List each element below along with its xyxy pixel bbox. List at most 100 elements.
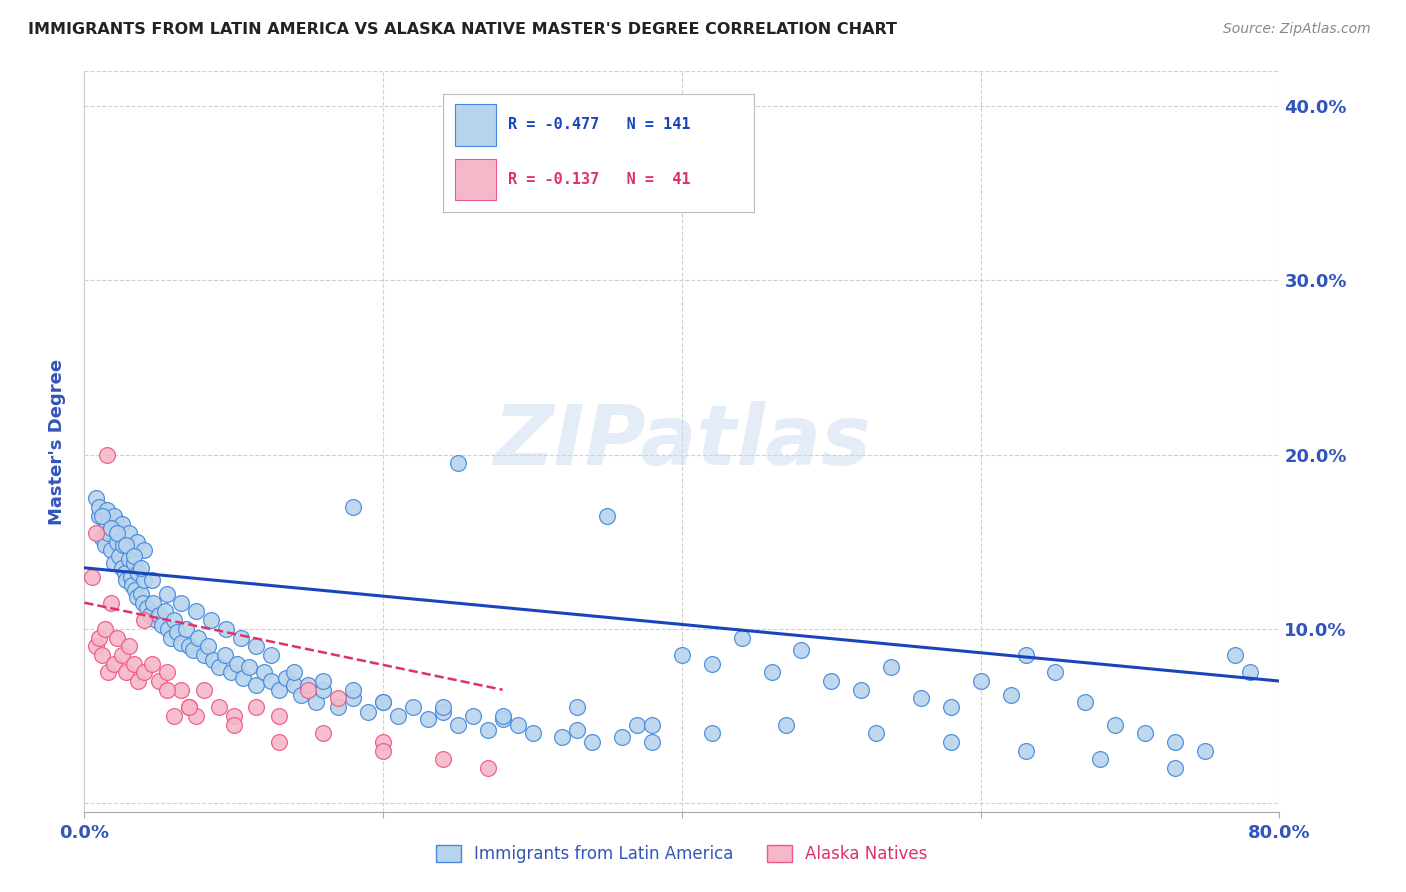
- Text: IMMIGRANTS FROM LATIN AMERICA VS ALASKA NATIVE MASTER'S DEGREE CORRELATION CHART: IMMIGRANTS FROM LATIN AMERICA VS ALASKA …: [28, 22, 897, 37]
- Point: [222, 709, 245, 723]
- Point: [567, 723, 589, 737]
- Point: [141, 657, 163, 671]
- Point: [1164, 761, 1187, 775]
- Point: [129, 561, 152, 575]
- Point: [775, 717, 797, 731]
- Point: [1194, 744, 1216, 758]
- Point: [225, 657, 247, 671]
- Point: [267, 735, 290, 749]
- Point: [1133, 726, 1156, 740]
- Point: [731, 631, 754, 645]
- Point: [596, 508, 619, 523]
- Point: [107, 549, 129, 563]
- Point: [219, 665, 242, 680]
- Point: [201, 653, 224, 667]
- Point: [86, 526, 108, 541]
- Point: [312, 682, 335, 697]
- Point: [86, 491, 108, 505]
- Point: [100, 596, 122, 610]
- Point: [939, 735, 962, 749]
- Point: [105, 631, 128, 645]
- Point: [506, 717, 529, 731]
- Point: [1239, 665, 1261, 680]
- Point: [1090, 752, 1112, 766]
- Point: [492, 709, 515, 723]
- Point: [373, 695, 395, 709]
- Legend: Immigrants from Latin America, Alaska Natives: Immigrants from Latin America, Alaska Na…: [429, 838, 935, 870]
- Point: [80, 569, 103, 583]
- Point: [910, 691, 932, 706]
- Point: [97, 526, 120, 541]
- Point: [166, 625, 188, 640]
- Point: [342, 691, 364, 706]
- Point: [581, 735, 603, 749]
- Point: [163, 709, 186, 723]
- Point: [115, 573, 138, 587]
- Point: [193, 648, 215, 662]
- Point: [125, 534, 148, 549]
- Point: [238, 660, 260, 674]
- Point: [232, 671, 254, 685]
- Point: [103, 657, 125, 671]
- Point: [139, 607, 162, 622]
- Point: [145, 613, 167, 627]
- Point: [122, 549, 145, 563]
- Point: [671, 648, 693, 662]
- Point: [91, 508, 114, 523]
- Point: [177, 639, 200, 653]
- Point: [115, 538, 138, 552]
- Point: [105, 526, 128, 541]
- Point: [91, 648, 114, 662]
- Point: [118, 526, 141, 541]
- Point: [170, 596, 193, 610]
- Point: [170, 636, 193, 650]
- Point: [96, 448, 118, 462]
- Point: [373, 744, 395, 758]
- Point: [312, 674, 335, 689]
- Point: [100, 543, 122, 558]
- Point: [245, 677, 267, 691]
- Point: [432, 700, 454, 714]
- Point: [100, 521, 122, 535]
- Point: [880, 660, 903, 674]
- Point: [432, 706, 454, 720]
- Point: [104, 514, 127, 528]
- Point: [283, 677, 305, 691]
- Point: [1014, 744, 1036, 758]
- Point: [214, 648, 236, 662]
- Point: [91, 531, 114, 545]
- Point: [111, 561, 134, 575]
- Point: [1045, 665, 1067, 680]
- Point: [297, 677, 319, 691]
- Point: [260, 648, 283, 662]
- Point: [153, 604, 176, 618]
- Point: [103, 556, 125, 570]
- Point: [612, 730, 634, 744]
- Point: [96, 517, 118, 532]
- Point: [170, 682, 193, 697]
- Point: [267, 709, 290, 723]
- Point: [115, 665, 138, 680]
- Point: [155, 587, 177, 601]
- Point: [245, 639, 267, 653]
- Point: [432, 752, 454, 766]
- Point: [105, 534, 128, 549]
- Point: [193, 682, 215, 697]
- Point: [700, 726, 723, 740]
- Point: [253, 665, 276, 680]
- Point: [790, 642, 813, 657]
- Point: [118, 552, 141, 566]
- Point: [373, 735, 395, 749]
- Point: [522, 726, 544, 740]
- Point: [148, 674, 170, 689]
- Point: [89, 500, 111, 514]
- Point: [865, 726, 887, 740]
- Point: [132, 573, 156, 587]
- Point: [245, 700, 267, 714]
- Point: [305, 695, 328, 709]
- Point: [129, 587, 152, 601]
- Point: [208, 700, 231, 714]
- Point: [120, 569, 142, 583]
- Point: [373, 695, 395, 709]
- Point: [357, 706, 380, 720]
